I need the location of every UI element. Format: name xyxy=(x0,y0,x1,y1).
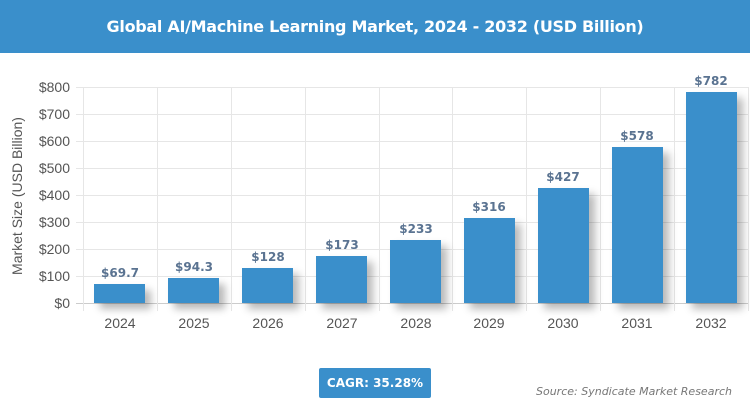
x-tick-label: 2029 xyxy=(473,315,505,331)
x-tick-label: 2032 xyxy=(695,315,727,331)
bar-value-label: $233 xyxy=(399,222,433,236)
gridline-vertical xyxy=(452,87,453,311)
bar-value-label: $94.3 xyxy=(175,260,213,274)
bar-value-label: $69.7 xyxy=(101,266,139,280)
source-note: Source: Syndicate Market Research xyxy=(536,385,732,398)
cagr-badge: CAGR: 35.28% xyxy=(319,368,431,398)
bar-2032 xyxy=(686,92,737,303)
bar-value-label: $782 xyxy=(694,74,728,88)
x-tick-label: 2031 xyxy=(621,315,653,331)
chart-title: Global AI/Machine Learning Market, 2024 … xyxy=(0,0,750,53)
gridline-vertical xyxy=(674,87,675,311)
gridline-horizontal xyxy=(76,195,748,196)
bar-2024 xyxy=(94,284,145,303)
gridline-horizontal xyxy=(76,141,748,142)
bar-2025 xyxy=(168,278,219,303)
gridline-vertical xyxy=(600,87,601,311)
gridline-vertical xyxy=(231,87,232,311)
y-tick-label: $600 xyxy=(38,133,70,149)
x-tick-label: 2027 xyxy=(326,315,358,331)
bar-2029 xyxy=(464,218,515,303)
bar-value-label: $173 xyxy=(325,238,359,252)
bar-value-label: $128 xyxy=(251,250,285,264)
gridline-horizontal xyxy=(76,168,748,169)
y-tick-label: $0 xyxy=(54,295,70,311)
x-tick-label: 2030 xyxy=(547,315,579,331)
bar-2027 xyxy=(316,256,367,303)
bar-2031 xyxy=(612,147,663,303)
y-tick-label: $100 xyxy=(38,268,70,284)
gridline-vertical xyxy=(379,87,380,311)
y-tick-label: $200 xyxy=(38,241,70,257)
gridline-vertical xyxy=(526,87,527,311)
bar-value-label: $578 xyxy=(620,129,654,143)
gridline-horizontal xyxy=(76,87,748,88)
gridline-horizontal xyxy=(76,114,748,115)
gridline-horizontal xyxy=(76,222,748,223)
y-tick-label: $300 xyxy=(38,214,70,230)
gridline-horizontal xyxy=(76,303,748,304)
y-tick-label: $700 xyxy=(38,106,70,122)
y-tick-label: $800 xyxy=(38,79,70,95)
bar-2030 xyxy=(538,188,589,303)
x-tick-label: 2028 xyxy=(400,315,432,331)
x-tick-label: 2025 xyxy=(178,315,210,331)
bar-2026 xyxy=(242,268,293,303)
bar-value-label: $316 xyxy=(472,200,506,214)
x-tick-label: 2024 xyxy=(104,315,136,331)
y-tick-label: $400 xyxy=(38,187,70,203)
gridline-vertical xyxy=(748,87,749,311)
gridline-vertical xyxy=(157,87,158,311)
gridline-vertical xyxy=(83,87,84,311)
x-tick-label: 2026 xyxy=(252,315,284,331)
y-tick-label: $500 xyxy=(38,160,70,176)
bar-value-label: $427 xyxy=(546,170,580,184)
bar-2028 xyxy=(390,240,441,303)
y-axis-label: Market Size (USD Billion) xyxy=(9,117,25,275)
gridline-vertical xyxy=(305,87,306,311)
